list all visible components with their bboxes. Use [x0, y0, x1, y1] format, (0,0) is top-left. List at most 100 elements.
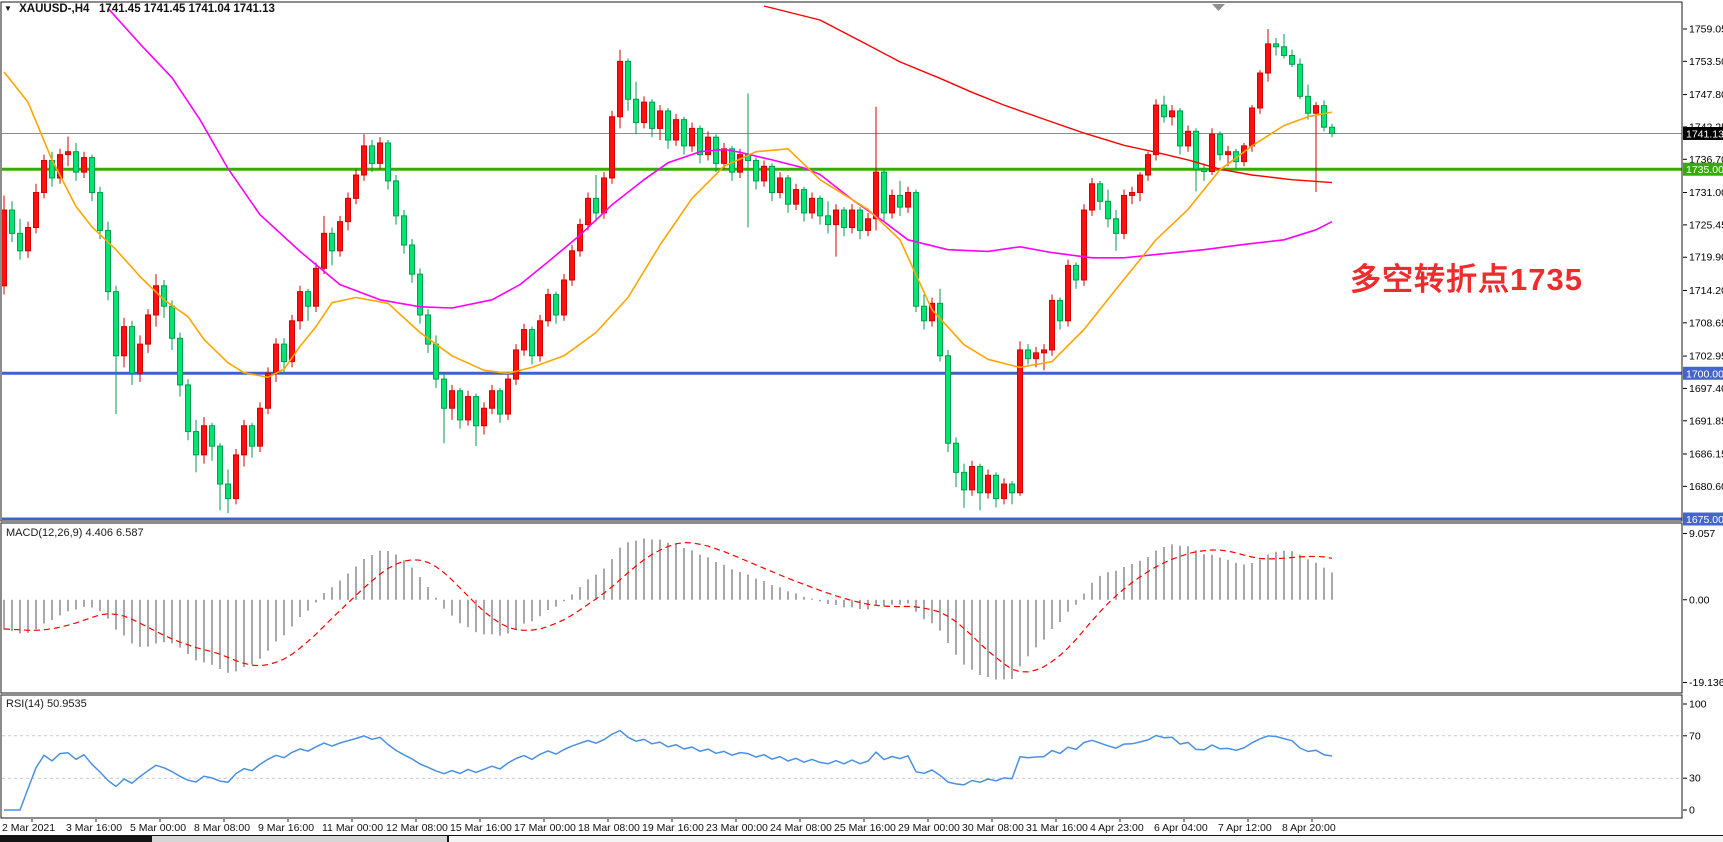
bull-candle — [241, 425, 247, 456]
macd-pane — [3, 538, 1333, 680]
bull-candle — [1081, 209, 1087, 281]
chart-shift-icon[interactable] — [1212, 4, 1225, 11]
bear-candle — [329, 232, 335, 252]
rsi-pane — [2, 729, 1682, 811]
bull-candle — [673, 119, 679, 141]
price-badge-label: 1675.00 — [1686, 514, 1723, 526]
bear-candle — [977, 466, 983, 494]
time-axis-label: 19 Mar 16:00 — [642, 822, 704, 834]
bull-candle — [265, 372, 271, 409]
bull-candle — [1169, 110, 1175, 118]
price-badge-label: 1735.00 — [1686, 164, 1723, 176]
bull-candle — [345, 197, 351, 223]
bull-candle — [1313, 105, 1319, 114]
bull-candle — [1129, 192, 1135, 196]
price-tick-label: 1714.20 — [1689, 285, 1723, 297]
bull-candle — [577, 224, 583, 252]
bull-candle — [865, 218, 871, 231]
bear-candle — [473, 396, 479, 427]
time-axis-label: 7 Apr 12:00 — [1218, 822, 1272, 834]
time-axis-label: 23 Mar 00:00 — [706, 822, 768, 834]
bull-candle — [1265, 43, 1271, 74]
bull-candle — [353, 174, 359, 199]
bear-candle — [225, 483, 231, 500]
price-tick-label: 1708.65 — [1689, 317, 1723, 329]
time-axis[interactable]: 2 Mar 2021 3 Mar 16:00 5 Mar 00:00 8 Mar 08… — [2, 819, 1336, 834]
bear-candle — [9, 209, 15, 234]
bear-candle — [161, 285, 167, 307]
time-axis-label: 4 Apr 23:00 — [1090, 822, 1144, 834]
price-badge-label: 1700.00 — [1686, 368, 1723, 380]
price-badge — [1683, 366, 1723, 380]
price-tick-label: 1731.00 — [1689, 187, 1723, 199]
bull-candle — [41, 159, 47, 194]
time-axis-label: 2 Mar 2021 — [2, 822, 55, 834]
price-tick-label: 1753.50 — [1689, 56, 1723, 68]
candles-layer — [2, 29, 1335, 514]
bear-candle — [393, 180, 399, 217]
bull-candle — [889, 194, 895, 214]
price-tick-label: 1686.15 — [1689, 449, 1723, 461]
bear-candle — [817, 197, 823, 217]
bull-candle — [985, 474, 991, 494]
pane-border — [0, 694, 1683, 819]
bear-candle — [1177, 110, 1183, 147]
time-axis-label: 8 Apr 20:00 — [1282, 822, 1336, 834]
bear-candle — [1289, 55, 1295, 65]
price-badge-label: 1741.13 — [1686, 128, 1723, 140]
ma-orange-line — [3, 71, 1333, 379]
bear-candle — [681, 119, 687, 147]
bull-candle — [601, 177, 607, 214]
bear-candle — [649, 101, 655, 129]
bottom-statusbar-segment — [152, 836, 447, 842]
bull-candle — [561, 279, 567, 316]
bear-candle — [553, 294, 559, 316]
bull-candle — [1185, 130, 1191, 147]
bear-candle — [913, 192, 919, 307]
bull-candle — [849, 209, 855, 229]
rsi-indicator-label: RSI(14) 50.9535 — [6, 698, 87, 710]
price-badge — [1683, 162, 1723, 176]
rsi-axis-label: 70 — [1689, 730, 1701, 742]
bull-candle — [1001, 483, 1007, 500]
bull-candle — [65, 151, 71, 156]
symbol-dropdown-icon[interactable]: ▼ — [4, 4, 12, 13]
bull-candle — [1249, 107, 1255, 147]
time-axis-label: 24 Mar 08:00 — [770, 822, 832, 834]
bull-candle — [1225, 151, 1231, 156]
bear-candle — [529, 329, 535, 357]
time-axis-label: 17 Mar 00:00 — [514, 822, 576, 834]
bear-candle — [1161, 104, 1167, 118]
bear-candle — [921, 305, 927, 322]
bull-candle — [1089, 183, 1095, 211]
bull-candle — [297, 291, 303, 322]
bull-candle — [233, 454, 239, 500]
bear-candle — [497, 390, 503, 415]
bear-candle — [1105, 200, 1111, 220]
macd-signal-line — [3, 541, 1333, 673]
bear-candle — [1297, 63, 1303, 97]
bear-candle — [625, 60, 631, 100]
bear-candle — [97, 192, 103, 231]
pane-border — [0, 1, 1683, 522]
bottom-statusbar-segment — [449, 836, 1723, 842]
bull-candle — [1145, 154, 1151, 176]
bull-candle — [505, 378, 511, 415]
bull-candle — [33, 192, 39, 229]
bear-candle — [1281, 46, 1287, 57]
bull-candle — [25, 227, 31, 252]
bull-candle — [793, 189, 799, 205]
rsi-line — [4, 729, 1333, 811]
ma-magenta-line — [107, 7, 1333, 309]
bear-candle — [881, 171, 887, 214]
bear-candle — [785, 177, 791, 205]
macd-axis-label: -19.136 — [1689, 677, 1723, 689]
bull-candle — [137, 343, 143, 374]
bear-candle — [593, 197, 599, 214]
bear-candle — [209, 425, 215, 447]
bull-candle — [1065, 264, 1071, 322]
annotation-text[interactable]: 多空转折点1735 — [1350, 262, 1583, 297]
bull-candle — [641, 101, 647, 124]
